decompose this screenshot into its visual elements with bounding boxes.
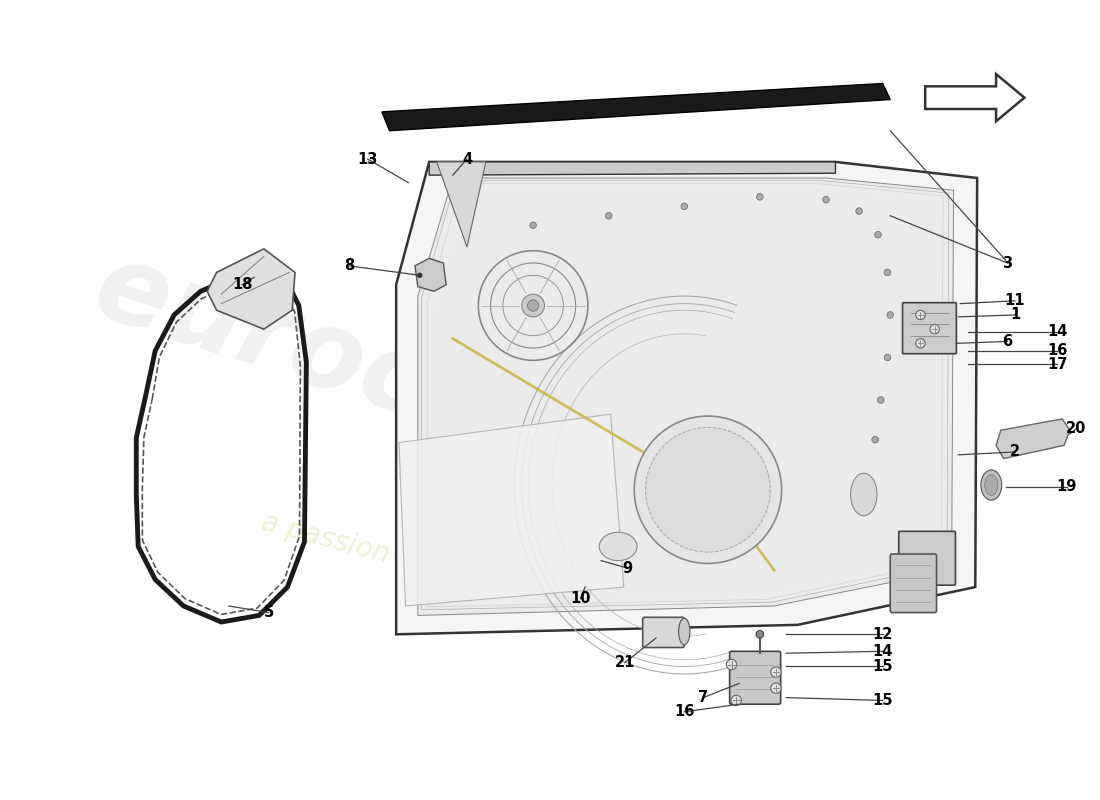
Text: 21: 21 xyxy=(615,655,635,670)
Text: 13: 13 xyxy=(358,151,378,166)
Circle shape xyxy=(872,436,879,443)
Polygon shape xyxy=(382,83,890,130)
Circle shape xyxy=(732,695,741,706)
Text: 4: 4 xyxy=(462,151,472,166)
Ellipse shape xyxy=(984,474,998,495)
Ellipse shape xyxy=(850,474,877,516)
Circle shape xyxy=(757,194,763,200)
Text: 2: 2 xyxy=(1010,445,1020,459)
Circle shape xyxy=(527,300,539,311)
Circle shape xyxy=(916,338,925,348)
FancyBboxPatch shape xyxy=(902,302,956,354)
Text: 14: 14 xyxy=(1047,325,1068,339)
Polygon shape xyxy=(415,258,447,291)
Text: 17: 17 xyxy=(1047,357,1068,371)
Polygon shape xyxy=(997,419,1070,458)
Text: 10: 10 xyxy=(570,591,591,606)
Circle shape xyxy=(884,269,891,276)
Circle shape xyxy=(771,667,781,678)
Circle shape xyxy=(521,294,544,317)
Text: 9: 9 xyxy=(623,561,632,576)
Polygon shape xyxy=(418,178,954,615)
Circle shape xyxy=(254,277,264,286)
Text: 8: 8 xyxy=(344,258,354,274)
Circle shape xyxy=(726,659,737,670)
Ellipse shape xyxy=(981,470,1002,500)
Circle shape xyxy=(756,630,763,638)
Text: a passion for performance 1985: a passion for performance 1985 xyxy=(257,508,695,650)
Text: 3: 3 xyxy=(1002,255,1012,270)
Circle shape xyxy=(635,416,782,563)
Circle shape xyxy=(884,354,891,361)
Text: 16: 16 xyxy=(674,704,694,719)
Polygon shape xyxy=(396,162,977,634)
Circle shape xyxy=(417,273,422,278)
FancyBboxPatch shape xyxy=(642,618,684,647)
Text: 18: 18 xyxy=(232,278,252,292)
Text: 14: 14 xyxy=(872,644,893,659)
Circle shape xyxy=(930,325,939,334)
Text: 1: 1 xyxy=(1010,307,1020,322)
Circle shape xyxy=(681,203,688,210)
Text: 12: 12 xyxy=(872,627,893,642)
FancyBboxPatch shape xyxy=(729,651,781,704)
Text: 20: 20 xyxy=(1066,421,1087,436)
Circle shape xyxy=(887,312,893,318)
Ellipse shape xyxy=(679,618,690,645)
Text: 19: 19 xyxy=(1057,479,1077,494)
Circle shape xyxy=(916,310,925,320)
Text: 15: 15 xyxy=(872,693,893,708)
FancyBboxPatch shape xyxy=(890,554,936,613)
Polygon shape xyxy=(399,414,624,606)
Ellipse shape xyxy=(600,532,637,561)
Circle shape xyxy=(823,196,829,203)
Polygon shape xyxy=(437,162,486,247)
Text: 5: 5 xyxy=(263,605,274,620)
Polygon shape xyxy=(429,162,836,175)
Polygon shape xyxy=(207,249,295,329)
Circle shape xyxy=(771,683,781,694)
FancyBboxPatch shape xyxy=(899,531,956,585)
Circle shape xyxy=(874,231,881,238)
Circle shape xyxy=(646,427,770,552)
Circle shape xyxy=(605,213,612,219)
Text: 16: 16 xyxy=(1047,343,1068,358)
Text: 15: 15 xyxy=(872,659,893,674)
Text: eurocarspares: eurocarspares xyxy=(81,233,947,605)
Text: 11: 11 xyxy=(1004,294,1025,308)
Text: 7: 7 xyxy=(698,690,708,705)
Circle shape xyxy=(856,208,862,214)
Text: 6: 6 xyxy=(1002,334,1012,349)
Circle shape xyxy=(878,397,884,403)
Circle shape xyxy=(530,222,537,229)
